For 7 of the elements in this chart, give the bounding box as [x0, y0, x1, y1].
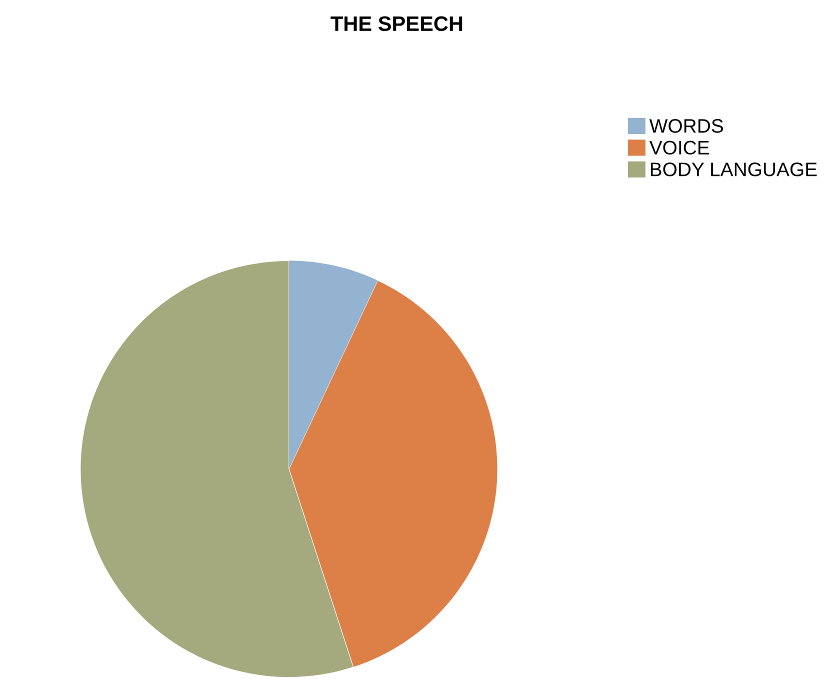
legend-label: WORDS	[649, 119, 723, 133]
pie-slice	[289, 260, 378, 469]
chart-title: THE SPEECH	[330, 16, 462, 32]
pie-slice	[289, 280, 498, 667]
legend-label: BODY LANGUAGE	[650, 162, 817, 176]
legend-label: VOICE	[649, 140, 710, 155]
pie-slice	[80, 261, 353, 678]
